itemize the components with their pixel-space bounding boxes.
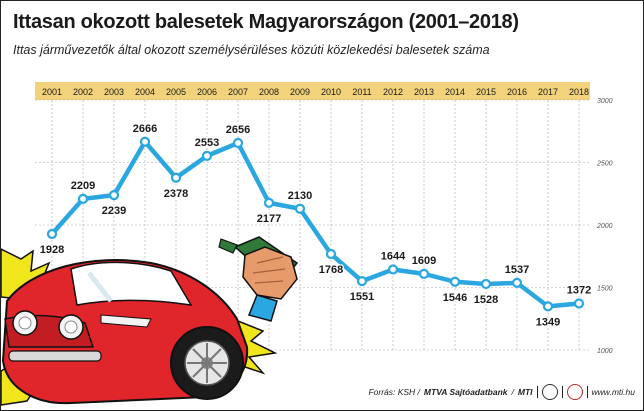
x-tick-label: 2015 [476, 87, 496, 97]
data-label: 2656 [226, 124, 250, 136]
data-label: 2553 [195, 137, 219, 149]
x-tick-label: 2014 [445, 87, 465, 97]
data-point-marker [542, 301, 554, 312]
data-label: 1537 [505, 264, 529, 276]
page-title: Ittasan okozott balesetek Magyarországon… [13, 11, 519, 33]
data-label: 2209 [71, 180, 95, 192]
source-footer: Forrás: KSH / MTVA Sajtóadatbank / MTI w… [368, 384, 635, 400]
data-label: 2130 [288, 190, 312, 202]
data-point-marker [387, 264, 399, 275]
y-tick-label: 2500 [596, 161, 613, 168]
crash-illustration [1, 236, 299, 406]
x-tick-label: 2002 [73, 87, 93, 97]
data-point-marker [46, 228, 58, 240]
data-label: 2239 [102, 205, 126, 217]
x-tick-label: 2017 [538, 87, 558, 97]
data-label: 1349 [536, 316, 560, 328]
y-tick-label: 1000 [597, 348, 613, 355]
data-label: 2177 [257, 213, 281, 225]
data-point-marker [201, 150, 213, 161]
x-tick-label: 2008 [259, 87, 279, 97]
data-point-marker [77, 193, 89, 204]
data-label: 1644 [381, 251, 406, 263]
data-label: 1528 [474, 294, 498, 306]
data-point-marker [449, 276, 461, 287]
x-tick-label: 2007 [228, 87, 248, 97]
x-tick-label: 2012 [383, 87, 403, 97]
x-tick-label: 2006 [197, 87, 217, 97]
data-point-marker [263, 197, 275, 208]
x-tick-label: 2003 [104, 87, 124, 97]
x-tick-label: 2001 [42, 87, 62, 97]
data-point-marker [356, 276, 368, 287]
x-tick-labels: 2001 2002 2003 2004 2005 2006 2007 2008 2009 2010… [42, 87, 589, 97]
x-tick-label: 2018 [569, 87, 589, 97]
x-tick-label: 2005 [166, 87, 186, 97]
data-point-marker [418, 268, 430, 279]
page-subtitle: Ittas járművezetők által okozott személy… [13, 43, 490, 57]
data-point-marker [232, 137, 244, 149]
hand-with-bottle-drawing [218, 236, 299, 322]
mti-name: MTI [517, 387, 533, 397]
data-point-marker [139, 136, 151, 147]
y-tick-labels: 1000 1500 2000 2500 3000 [596, 98, 613, 355]
data-point-marker [170, 172, 182, 183]
mti-logo-icon [541, 384, 558, 400]
data-point-marker [480, 278, 492, 290]
y-tick-label: 3000 [597, 98, 613, 105]
y-tick-label: 1500 [597, 286, 613, 293]
x-tick-label: 2009 [290, 87, 310, 97]
data-label: 2378 [164, 188, 188, 200]
data-point-marker [108, 190, 120, 201]
data-label: 1546 [443, 292, 467, 304]
source-label: Forrás: KSH / [368, 387, 420, 397]
x-tick-label: 2016 [507, 87, 527, 97]
x-tick-label: 2004 [135, 87, 155, 97]
data-point-marker [294, 203, 306, 214]
data-label: 1372 [567, 285, 591, 297]
agency-name: MTVA Sajtóadatbank [423, 387, 508, 397]
x-tick-label: 2010 [321, 87, 341, 97]
series-line [49, 139, 582, 309]
data-label: 1928 [40, 244, 64, 256]
divider [536, 386, 538, 398]
x-tick-label: 2013 [414, 87, 434, 97]
data-markers [46, 136, 585, 312]
divider [586, 386, 588, 398]
website-link[interactable]: www.mti.hu [591, 387, 635, 397]
year-axis-band [35, 82, 590, 100]
data-labels: 1928 2209 2239 2666 2378 2553 2656 2177 2130 1768… [39, 122, 593, 330]
x-tick-label: 2011 [352, 87, 371, 97]
footer-separator: / [511, 387, 514, 397]
data-label: 1609 [412, 255, 436, 267]
data-point-marker [325, 248, 337, 260]
data-label: 1768 [319, 264, 343, 276]
red-car-drawing [1, 259, 249, 405]
divider [561, 386, 563, 398]
data-point-marker [511, 277, 523, 288]
data-point-marker [573, 298, 585, 309]
data-label: 1551 [350, 291, 374, 303]
data-label: 2666 [133, 123, 157, 135]
grid-layer [35, 99, 590, 352]
y-tick-label: 2000 [596, 223, 613, 230]
mtva-logo-icon [566, 384, 583, 400]
